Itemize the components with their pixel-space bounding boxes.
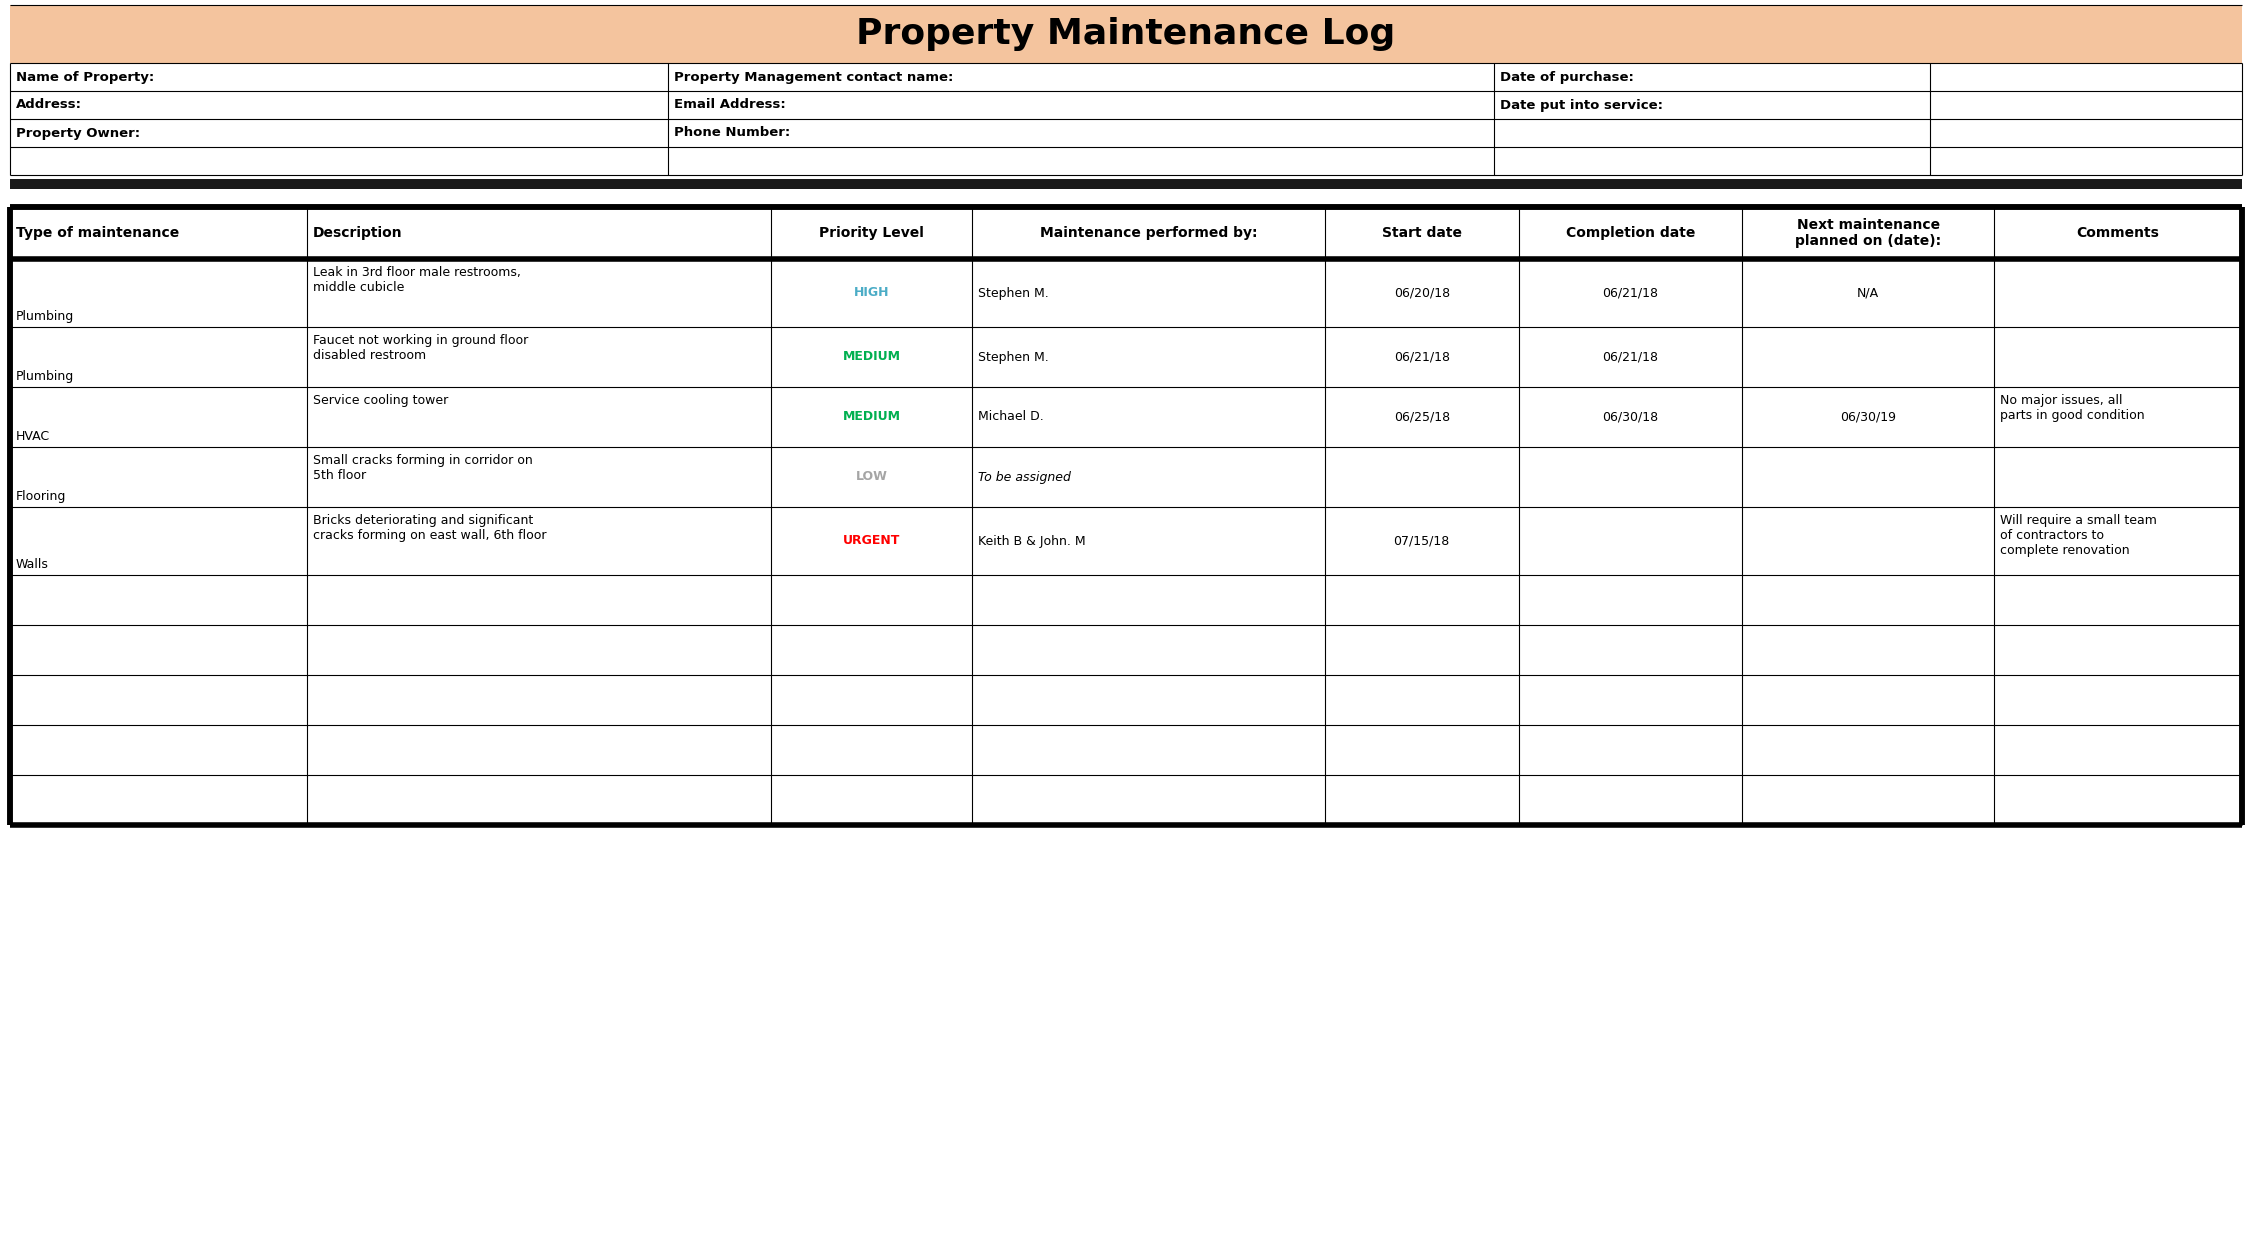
Text: Plumbing: Plumbing — [16, 370, 74, 383]
Text: Type of maintenance: Type of maintenance — [16, 226, 180, 241]
Text: Comments: Comments — [2076, 226, 2160, 241]
Text: Will require a small team
of contractors to
complete renovation: Will require a small team of contractors… — [2000, 514, 2157, 558]
Text: 06/30/19: 06/30/19 — [1840, 411, 1896, 424]
Bar — [9, 259, 2243, 327]
Text: Small cracks forming in corridor on
5th floor: Small cracks forming in corridor on 5th … — [313, 454, 534, 482]
Text: Phone Number:: Phone Number: — [673, 127, 790, 139]
Bar — [9, 507, 2243, 575]
Text: Flooring: Flooring — [16, 490, 65, 502]
Text: Name of Property:: Name of Property: — [16, 70, 153, 84]
Text: Start date: Start date — [1383, 226, 1462, 241]
Text: Michael D.: Michael D. — [977, 411, 1043, 424]
Text: No major issues, all
parts in good condition: No major issues, all parts in good condi… — [2000, 393, 2144, 422]
Bar — [9, 447, 2243, 507]
Text: Description: Description — [313, 226, 403, 241]
Text: 06/21/18: 06/21/18 — [1394, 351, 1450, 363]
Text: 06/21/18: 06/21/18 — [1603, 287, 1657, 299]
Text: Email Address:: Email Address: — [673, 99, 786, 112]
Text: Date put into service:: Date put into service: — [1500, 99, 1664, 112]
Text: Completion date: Completion date — [1565, 226, 1696, 241]
Text: 06/25/18: 06/25/18 — [1394, 411, 1450, 424]
Text: Service cooling tower: Service cooling tower — [313, 393, 448, 407]
Text: Stephen M.: Stephen M. — [977, 287, 1049, 299]
Text: Next maintenance
planned on (date):: Next maintenance planned on (date): — [1795, 218, 1941, 248]
Text: 06/21/18: 06/21/18 — [1603, 351, 1657, 363]
Text: Maintenance performed by:: Maintenance performed by: — [1040, 226, 1257, 241]
Text: Walls: Walls — [16, 558, 50, 571]
Text: 06/20/18: 06/20/18 — [1394, 287, 1450, 299]
Bar — [9, 625, 2243, 675]
Bar — [9, 179, 2243, 189]
Bar — [9, 575, 2243, 625]
Text: Plumbing: Plumbing — [16, 309, 74, 323]
Text: Leak in 3rd floor male restrooms,
middle cubicle: Leak in 3rd floor male restrooms, middle… — [313, 266, 520, 294]
Bar — [9, 387, 2243, 447]
Text: Property Management contact name:: Property Management contact name: — [673, 70, 955, 84]
Text: N/A: N/A — [1858, 287, 1878, 299]
Bar — [9, 776, 2243, 824]
Text: Property Maintenance Log: Property Maintenance Log — [856, 18, 1396, 51]
Text: 06/30/18: 06/30/18 — [1603, 411, 1657, 424]
Text: Stephen M.: Stephen M. — [977, 351, 1049, 363]
Text: HIGH: HIGH — [854, 287, 890, 299]
Text: HVAC: HVAC — [16, 430, 50, 444]
Bar — [9, 675, 2243, 725]
Text: MEDIUM: MEDIUM — [842, 411, 901, 424]
Text: Date of purchase:: Date of purchase: — [1500, 70, 1635, 84]
Text: Address:: Address: — [16, 99, 81, 112]
Text: Bricks deteriorating and significant
cracks forming on east wall, 6th floor: Bricks deteriorating and significant cra… — [313, 514, 547, 543]
Text: Priority Level: Priority Level — [820, 226, 923, 241]
Bar — [9, 5, 2243, 63]
Text: Property Owner:: Property Owner: — [16, 127, 140, 139]
Bar — [9, 327, 2243, 387]
Bar — [9, 207, 2243, 259]
Text: MEDIUM: MEDIUM — [842, 351, 901, 363]
Text: 07/15/18: 07/15/18 — [1394, 535, 1450, 548]
Text: URGENT: URGENT — [842, 535, 901, 548]
Text: LOW: LOW — [856, 470, 887, 484]
Text: To be assigned: To be assigned — [977, 470, 1072, 484]
Text: Faucet not working in ground floor
disabled restroom: Faucet not working in ground floor disab… — [313, 335, 529, 362]
Text: Keith B & John. M: Keith B & John. M — [977, 535, 1085, 548]
Bar — [9, 725, 2243, 776]
